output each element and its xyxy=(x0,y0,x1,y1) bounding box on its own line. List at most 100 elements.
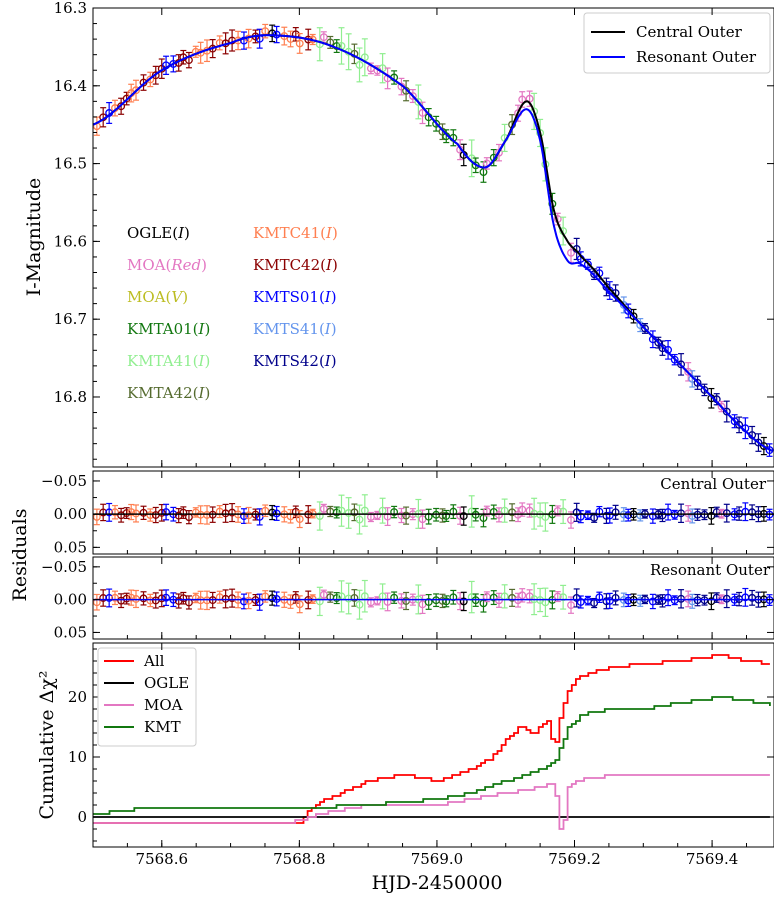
rr-marker-86 xyxy=(595,593,604,602)
rr-marker-89 xyxy=(611,593,620,602)
rc-marker-43 xyxy=(344,509,353,517)
rc-marker-83 xyxy=(576,512,585,521)
rc-point-98 xyxy=(664,503,673,521)
lc-marker-45 xyxy=(355,60,364,69)
rc-marker-63 xyxy=(459,512,468,521)
rc-point-105 xyxy=(707,506,716,525)
rc-marker-81 xyxy=(567,516,575,524)
lc-marker-56 xyxy=(418,108,427,117)
rr-point-56 xyxy=(418,594,427,615)
rc-point-60 xyxy=(442,509,451,522)
rc-marker-5 xyxy=(122,509,131,518)
lc-point-110 xyxy=(735,416,744,434)
rr-point-43 xyxy=(344,582,353,615)
rr-marker-48 xyxy=(373,596,382,605)
rc-point-5 xyxy=(122,507,131,519)
xticklabel-2: 7569.0 xyxy=(411,850,464,868)
rc-marker-86 xyxy=(595,507,604,516)
rr-point-30 xyxy=(268,590,277,606)
rr-marker-38 xyxy=(315,597,324,606)
lc-marker-73 xyxy=(518,95,527,104)
rr-point-89 xyxy=(611,590,620,606)
rr-marker-3 xyxy=(111,593,119,602)
rr-marker-30 xyxy=(268,594,277,603)
rr-marker-57 xyxy=(424,598,433,606)
lc-marker-39 xyxy=(319,33,328,42)
rc-ytick-ticklabel-1: 0.00 xyxy=(54,505,87,523)
rr-point-53 xyxy=(402,591,411,611)
rc-point-61 xyxy=(449,504,458,520)
rc-marker-33 xyxy=(286,512,295,521)
rr-point-51 xyxy=(390,591,399,604)
rc-marker-30 xyxy=(268,508,277,517)
rr-point-46 xyxy=(360,579,369,613)
dataset-label-kmts42: KMTS42(I) xyxy=(253,352,337,370)
rr-ytick-ticklabel-2: 0.05 xyxy=(54,623,87,641)
rc-point-88 xyxy=(605,507,614,524)
rr-point-23 xyxy=(228,588,237,608)
rc-marker-9 xyxy=(146,511,155,520)
rr-marker-43 xyxy=(344,594,353,603)
rr-point-80 xyxy=(559,584,568,610)
lc-marker-54 xyxy=(408,92,417,100)
lc-point-84 xyxy=(583,258,592,270)
rr-marker-9 xyxy=(146,596,155,605)
rr-point-25 xyxy=(240,593,248,610)
lc-marker-53 xyxy=(402,86,411,95)
rr-marker-83 xyxy=(576,598,585,606)
rc-marker-57 xyxy=(424,512,433,521)
lc-point-68 xyxy=(489,148,498,167)
lc-marker-99 xyxy=(670,355,679,364)
rr-marker-80 xyxy=(559,593,568,602)
rc-point-106 xyxy=(712,506,721,518)
dataset-legend: OGLE(I) MOA(Red) MOA(V) KMTA01(I) KMTA41… xyxy=(127,224,338,402)
chi2-series xyxy=(93,654,771,830)
lc-marker-100 xyxy=(677,360,686,369)
rr-point-38 xyxy=(315,586,324,617)
rr-marker-50 xyxy=(383,597,392,606)
lc-point-45 xyxy=(355,47,364,83)
rr-point-12 xyxy=(162,589,171,607)
rc-point-56 xyxy=(418,509,427,529)
chi2-line-kmt xyxy=(93,696,771,815)
rc-marker-12 xyxy=(162,508,171,517)
rc-marker-89 xyxy=(611,508,620,517)
lc-marker-113 xyxy=(754,438,763,447)
rr-point-52 xyxy=(397,593,406,609)
rc-marker-108 xyxy=(722,509,731,518)
rr-point-112 xyxy=(748,589,757,606)
rc-point-52 xyxy=(397,507,406,524)
rr-point-102 xyxy=(688,593,697,609)
rr-marker-60 xyxy=(442,597,451,606)
rc-point-112 xyxy=(748,504,757,521)
rc-marker-51 xyxy=(390,508,399,517)
rr-point-60 xyxy=(442,595,451,608)
rr-point-70 xyxy=(500,584,509,609)
dataset-label-kmta01: KMTA01(I) xyxy=(127,320,210,338)
rr-marker-12 xyxy=(162,593,171,602)
rc-point-2 xyxy=(105,502,114,522)
rc-point-26 xyxy=(244,506,253,524)
light-curve-models xyxy=(92,34,773,452)
chi2-legend-label-all: All xyxy=(143,652,165,670)
xticklabel-1: 7568.8 xyxy=(273,850,326,868)
rr-marker-108 xyxy=(722,594,731,603)
lc-point-50 xyxy=(383,67,392,90)
rc-marker-91 xyxy=(624,511,633,520)
rr-point-41 xyxy=(332,592,341,605)
lc-point-97 xyxy=(658,340,667,356)
model-legend-box xyxy=(583,12,771,74)
xticklabel-3: 7569.2 xyxy=(548,850,601,868)
lc-ytick-ticklabel-2: 16.5 xyxy=(54,155,87,173)
rc-marker-106 xyxy=(712,508,721,516)
shared-xticks: 7568.6 7568.8 7569.0 7569.2 7569.4 xyxy=(92,8,747,868)
lc-marker-107 xyxy=(717,402,726,411)
lc-marker-84 xyxy=(583,260,592,269)
rc-point-23 xyxy=(228,503,237,523)
rc-point-34 xyxy=(291,505,300,519)
rr-marker-41 xyxy=(332,594,341,603)
rr-marker-91 xyxy=(624,596,633,605)
rr-point-3 xyxy=(111,590,119,606)
rc-point-42 xyxy=(337,494,346,527)
